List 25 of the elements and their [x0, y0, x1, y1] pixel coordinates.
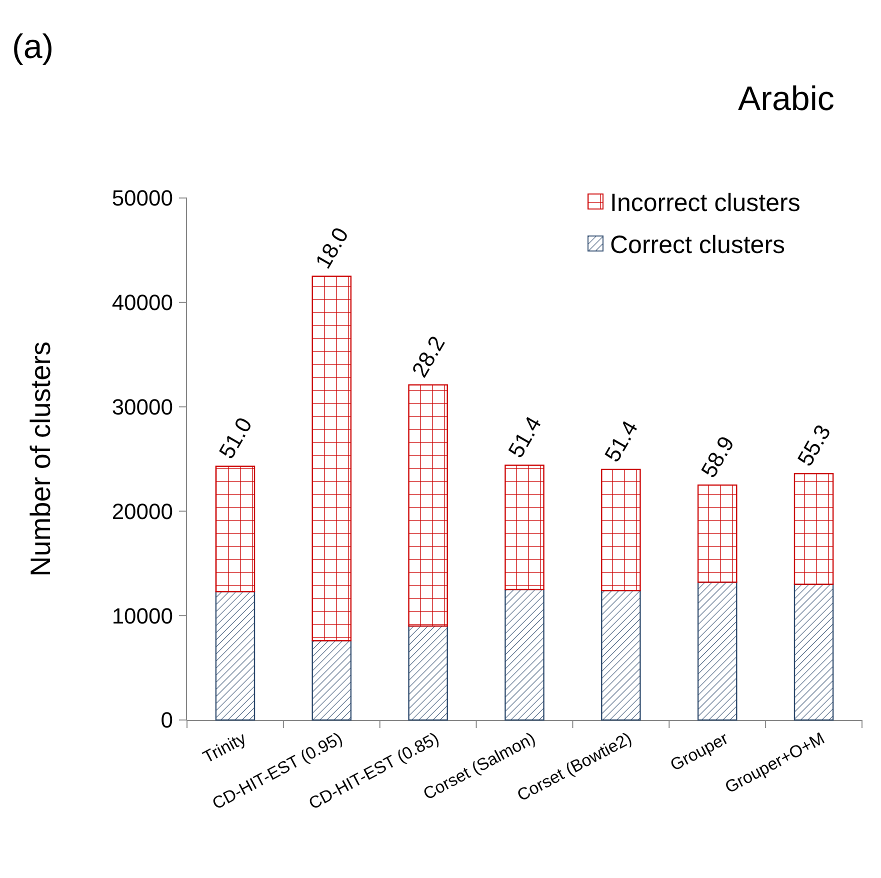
bar [601, 468, 641, 592]
text: (a) [12, 28, 54, 66]
bar [408, 384, 448, 627]
y-tick-label: 10000 [112, 603, 173, 628]
bar [312, 640, 352, 721]
bar [408, 625, 448, 721]
bar [504, 464, 544, 590]
y-tick-label: 30000 [112, 394, 173, 420]
bar [697, 484, 738, 583]
bar [504, 588, 544, 721]
bar [794, 584, 834, 721]
bar [215, 466, 256, 592]
bar [794, 473, 834, 585]
y-tick-label: 50000 [112, 186, 173, 211]
legend-label: Incorrect clusters [610, 188, 800, 217]
bar [697, 582, 738, 721]
chart-title: Arabic [738, 80, 834, 118]
y-axis-title: Number of clusters [25, 342, 56, 576]
bar [215, 590, 256, 721]
bar [312, 276, 352, 642]
bar [601, 590, 641, 721]
y-tick-label: 0 [160, 708, 173, 733]
y-tick-label: 20000 [112, 498, 173, 524]
y-tick-label: 40000 [112, 290, 173, 316]
legend-label: Correct clusters [610, 230, 786, 259]
